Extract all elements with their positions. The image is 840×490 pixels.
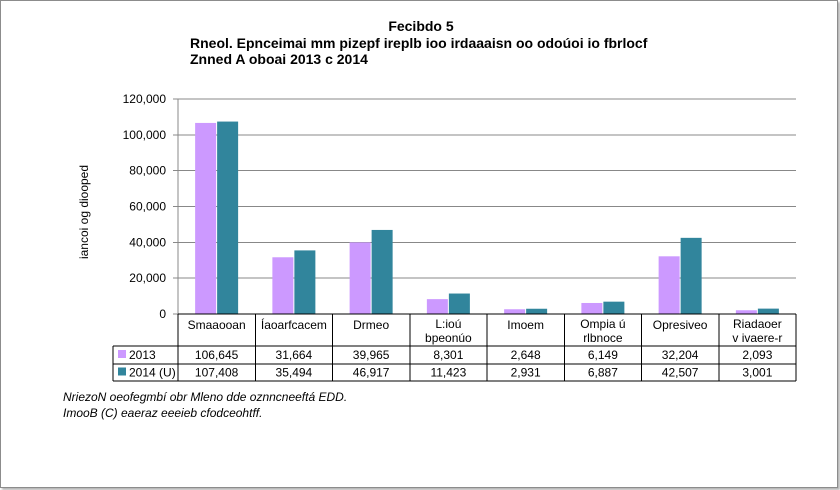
category-label: Drmeo [353, 318, 389, 332]
category-label-line: bpeonúo [425, 331, 472, 345]
data-value-label: 42,507 [662, 366, 699, 380]
data-value-label: 2,931 [511, 366, 541, 380]
data-value-label: 107,408 [195, 366, 239, 380]
bar-series2 [757, 308, 779, 314]
bar-series1 [735, 310, 757, 314]
bar-series1 [658, 256, 680, 314]
category-label: Riadaoer v ivaere-r [732, 317, 782, 345]
bar-series2 [680, 237, 702, 314]
bar-series2 [294, 250, 316, 314]
category-label-line: L:ioú [435, 317, 461, 331]
data-value-label: 35,494 [276, 366, 313, 380]
y-tick-label: 0 [159, 307, 166, 321]
bar-series1 [272, 257, 294, 314]
category-label: Ompia ú rlbnoce [580, 317, 625, 345]
bar-series2 [526, 308, 548, 314]
category-label-line: rlbnoce [583, 331, 623, 345]
bar-series2 [448, 293, 470, 314]
chart-title: Fecibdo 5 [388, 18, 454, 34]
y-tick-label: 80,000 [129, 164, 166, 178]
y-tick-label: 100,000 [123, 128, 167, 142]
category-label: Imoem [507, 318, 544, 332]
y-tick-label: 40,000 [129, 235, 166, 249]
category-label-line: Ompia ú [580, 317, 625, 331]
bar-series1 [504, 309, 526, 314]
y-tick-label: 120,000 [123, 92, 167, 106]
data-value-label: 106,645 [195, 348, 239, 362]
gridlines [173, 98, 796, 315]
bars [195, 121, 779, 315]
data-value-label: 6,887 [588, 366, 618, 380]
category-label: Smaaooan [188, 318, 246, 332]
bar-series1 [581, 302, 603, 314]
category-label: Íaoarfcacem [261, 317, 327, 332]
y-axis-label: iancoi og diooped [77, 165, 91, 259]
y-tick-label: 20,000 [129, 271, 166, 285]
bar-series2 [371, 229, 393, 314]
data-value-label: 46,917 [353, 366, 390, 380]
category-label-line: v ivaere-r [732, 331, 782, 345]
footer-note: NriezoN oeofegmbí obr Mleno dde oznncnee… [63, 390, 348, 404]
bar-series1 [349, 242, 371, 314]
data-value-label: 2,648 [511, 348, 541, 362]
y-axis-ticks: 0 20,000 40,000 60,000 80,000 100,000 120,000 [123, 92, 167, 321]
chart-footer: NriezoN oeofegmbí obr Mleno dde oznncnee… [63, 389, 347, 421]
bar-series1 [426, 299, 448, 314]
data-value-label: 8,301 [433, 348, 463, 362]
bar-series1 [195, 122, 217, 315]
legend-label: 2014 (U) [129, 366, 176, 380]
bar-series2 [603, 301, 625, 314]
legend-label: 2013 [129, 348, 156, 362]
chart-subtitle-line-2: Znned A oboai 2013 c 2014 [190, 51, 368, 67]
legend-swatch-series2 [118, 367, 126, 376]
chart-subtitle-line-1: Rneol. Epnceimai mm pizepf ireplb ioo ir… [190, 35, 648, 51]
data-value-label: 31,664 [276, 348, 313, 362]
bar-series2 [217, 121, 239, 314]
footer-copyright: ImooB (C) eaeraz eeeieb cfodceohtff. [63, 406, 263, 420]
legend-swatch-series1 [118, 350, 126, 358]
chart-subtitle: Rneol. Epnceimai mm pizepf ireplb ioo ir… [190, 35, 647, 67]
y-tick-label: 60,000 [129, 200, 166, 214]
data-value-label: 6,149 [588, 348, 618, 362]
category-label: Opresiveo [653, 318, 708, 332]
data-table: Smaaooan Íaoarfcacem Drmeo L:ioú bpeonúo Imoe… [112, 313, 797, 382]
category-label: L:ioú bpeonúo [425, 317, 472, 345]
data-value-label: 3,001 [742, 366, 772, 380]
data-value-label: 32,204 [662, 348, 699, 362]
category-label-line: Riadaoer [733, 317, 782, 331]
data-value-label: 11,423 [430, 366, 466, 380]
data-value-label: 39,965 [353, 348, 390, 362]
data-value-label: 2,093 [742, 348, 772, 362]
